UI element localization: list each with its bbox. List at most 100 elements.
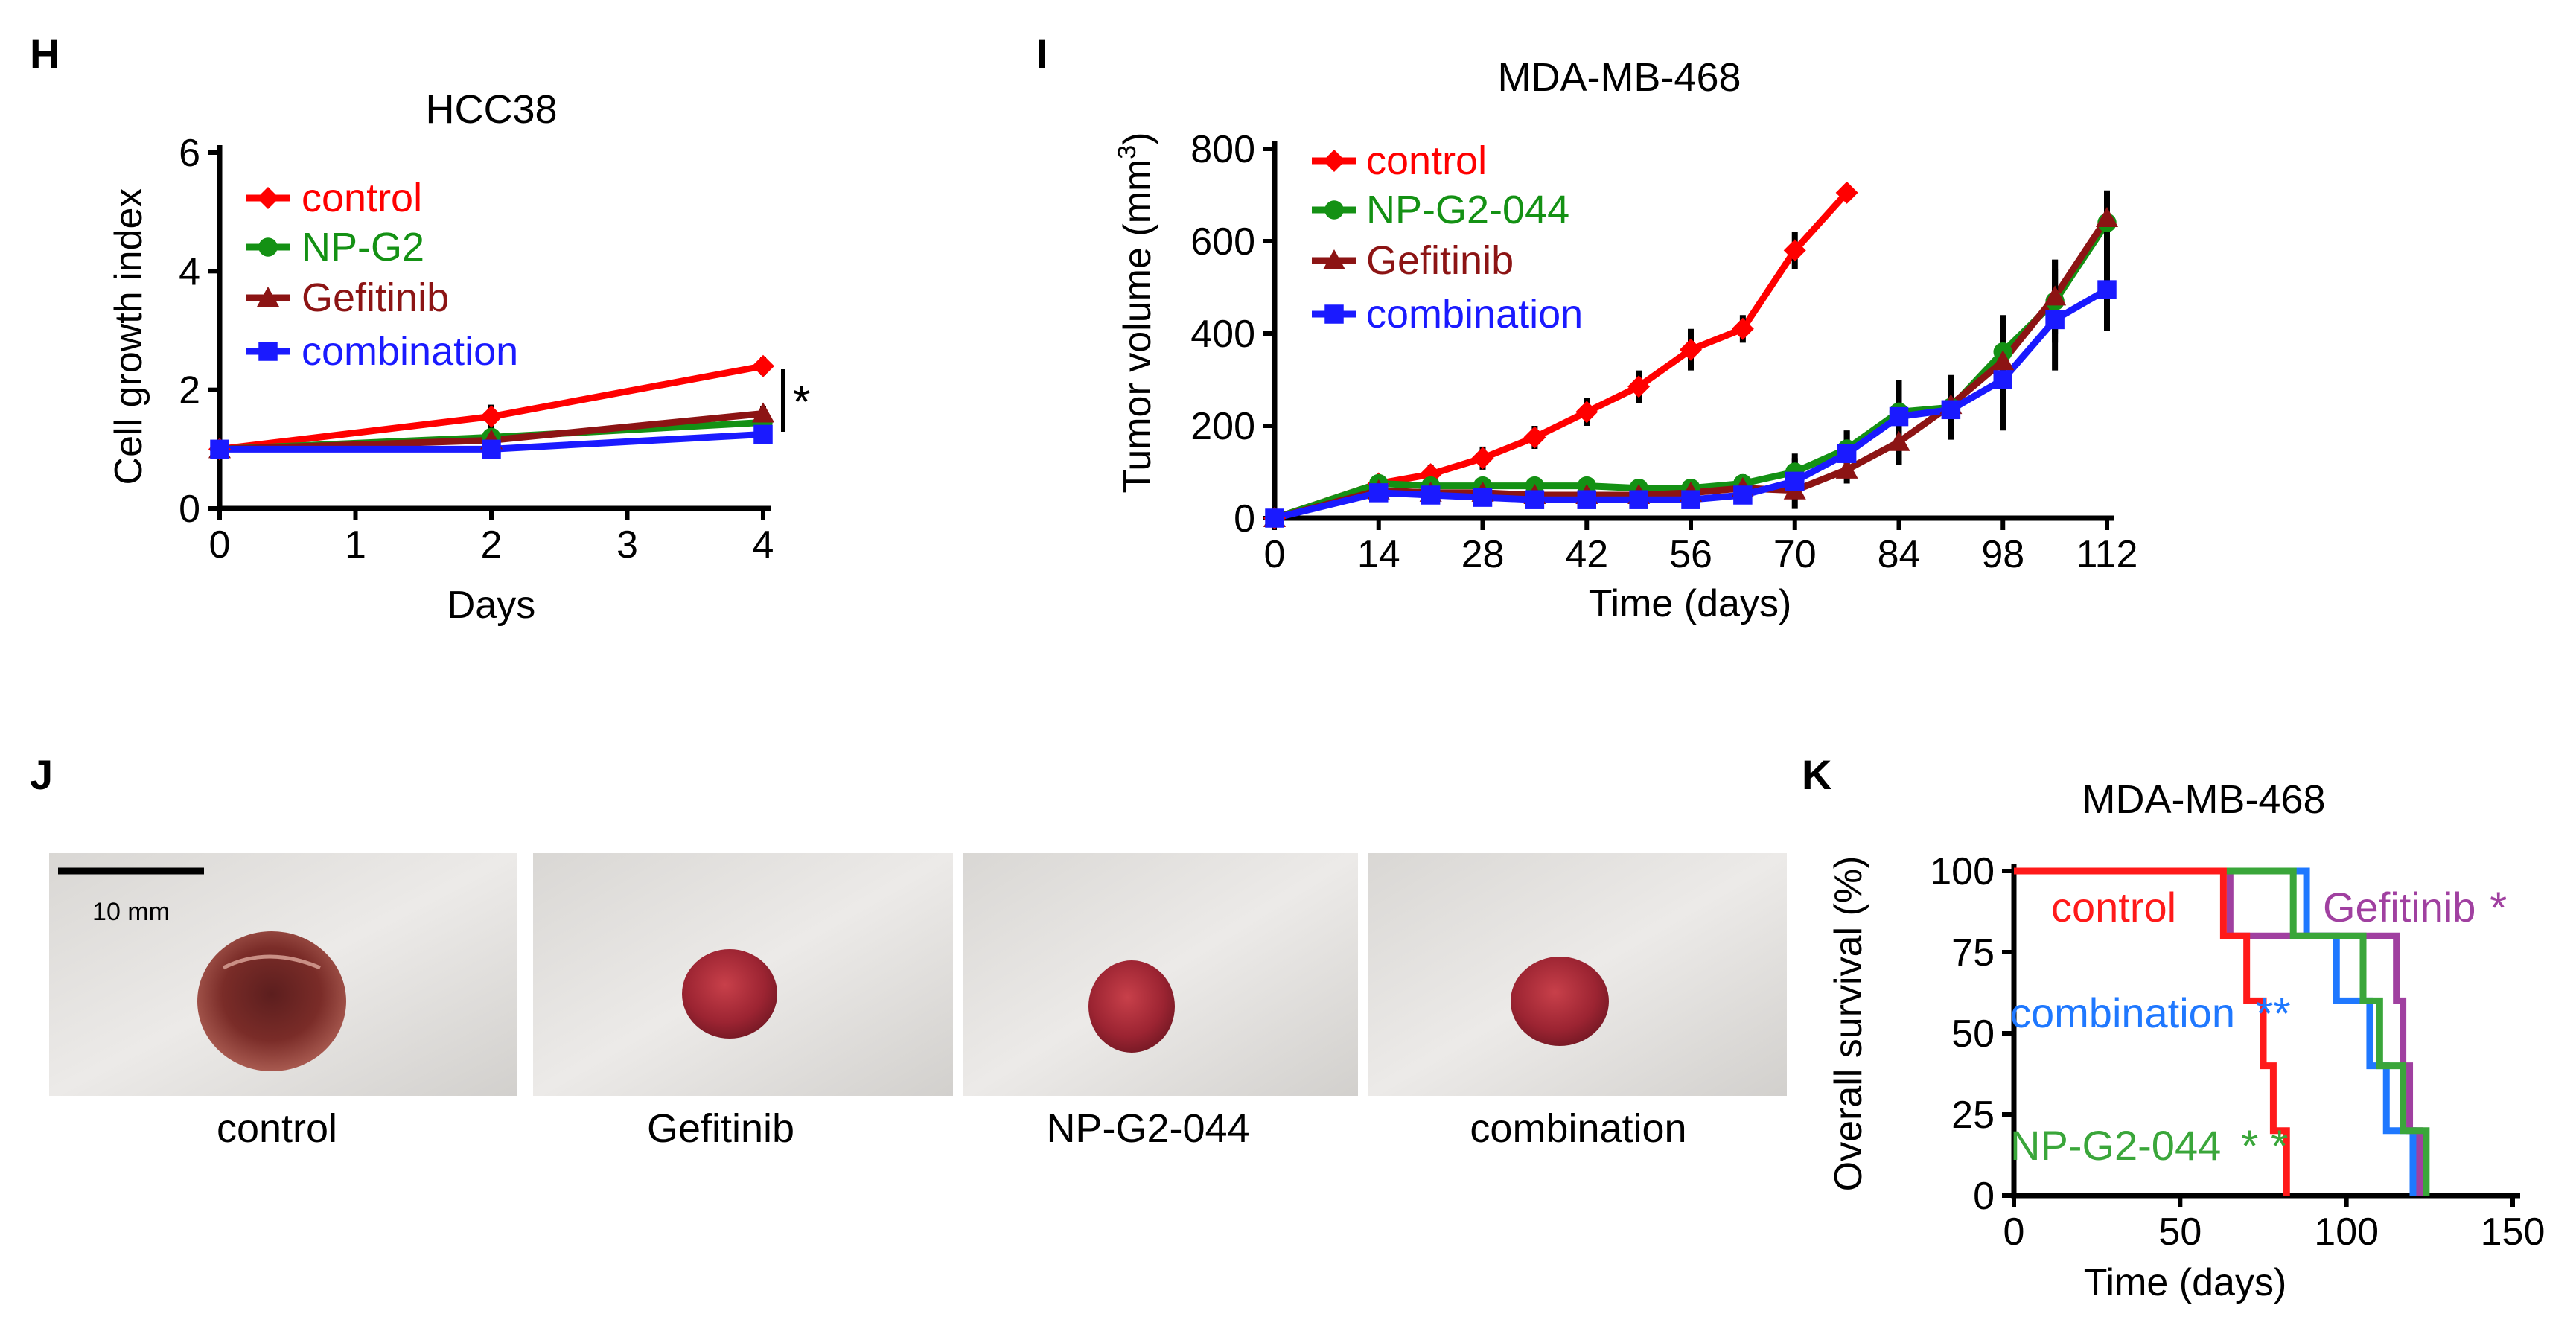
data-point-control xyxy=(1575,401,1598,424)
chart-i-xtick-label: 112 xyxy=(2076,533,2138,576)
chart-h: HCC38 0 1 2 3 4 0 2 4 6 Days Cell growth index c… xyxy=(107,87,810,627)
data-point-combination xyxy=(753,424,773,444)
k-label-npg2044: NP-G2-044 xyxy=(2010,1122,2221,1169)
chart-k-xtick-label: 0 xyxy=(2003,1210,2025,1254)
chart-h-axes: 0 1 2 3 4 0 2 4 6 xyxy=(179,132,774,567)
survival-curve-NP-G2-044 xyxy=(2014,867,2430,1196)
chart-i-ylabel-main: Tumor volume (mm xyxy=(1116,159,1159,494)
chart-i-ytick-label: 0 xyxy=(1234,497,1255,540)
k-star-npg2044: * * xyxy=(2241,1121,2288,1171)
chart-i-xtick-label: 0 xyxy=(1264,533,1286,576)
chart-h-xtick-label: 3 xyxy=(616,523,638,567)
chart-i-ylabel-end: ) xyxy=(1116,132,1159,144)
photo-npg2044: NP-G2-044 xyxy=(963,853,1358,1151)
legend-entry-combination: combination xyxy=(246,329,518,374)
data-point-Gefitinib xyxy=(1992,350,2015,371)
data-point-control xyxy=(1471,447,1494,470)
legend-label-npg2044: NP-G2-044 xyxy=(1366,188,1569,232)
legend-label-gefitinib: Gefitinib xyxy=(1366,238,1514,283)
data-point-combination xyxy=(1785,471,1805,491)
data-point-control xyxy=(1523,426,1546,449)
data-point-control xyxy=(1835,181,1858,204)
data-point-control xyxy=(1783,239,1806,262)
chart-h-title: HCC38 xyxy=(425,87,557,132)
chart-h-xtick-label: 0 xyxy=(209,523,231,567)
chart-i-ytick-label: 400 xyxy=(1190,313,1255,356)
legend-label-gefitinib: Gefitinib xyxy=(302,275,449,320)
chart-i-ylabel: Tumor volume (mm3) xyxy=(1113,132,1159,493)
legend-entry-gefitinib: Gefitinib xyxy=(246,275,449,320)
chart-k-xtick-label: 50 xyxy=(2158,1210,2202,1254)
series-line-Gefitinib xyxy=(1273,216,2110,522)
data-point-combination xyxy=(1473,488,1493,507)
data-point-combination xyxy=(1889,406,1909,427)
chart-k-title: MDA-MB-468 xyxy=(2082,777,2325,822)
tumor-npg2044 xyxy=(1088,960,1175,1053)
chart-k-ytick-label: 50 xyxy=(1951,1012,1995,1056)
legend-label-combination: combination xyxy=(302,329,518,374)
legend-label-combination: combination xyxy=(1366,292,1583,336)
data-point-control xyxy=(480,405,503,428)
k-label-gefitinib: Gefitinib xyxy=(2323,884,2475,931)
chart-h-ytick-label: 6 xyxy=(179,132,200,175)
tumor-combination xyxy=(1511,957,1609,1046)
chart-i-xtick-label: 84 xyxy=(1878,533,1921,576)
photo-combination: combination xyxy=(1368,853,1787,1151)
chart-h-ytick-label: 4 xyxy=(179,250,200,293)
chart-k-xtick-label: 150 xyxy=(2481,1210,2545,1254)
legend-marker xyxy=(1324,304,1344,324)
chart-k-ytick-label: 0 xyxy=(1973,1175,1995,1218)
legend-marker xyxy=(1324,200,1344,220)
data-point-combination xyxy=(1525,490,1545,509)
legend-entry-control: control xyxy=(1312,138,1487,183)
photo-gefitinib: Gefitinib xyxy=(533,853,953,1151)
tumor-highlight xyxy=(222,954,321,970)
data-point-combination xyxy=(210,439,229,459)
legend-label-npg2: NP-G2 xyxy=(302,225,424,269)
chart-k-axes: 0 50 100 150 0 25 50 75 100 xyxy=(1930,850,2545,1254)
chart-i-xtick-label: 56 xyxy=(1669,533,1712,576)
data-point-combination xyxy=(1629,490,1648,509)
chart-i-ylabel-sup: 3 xyxy=(1113,145,1141,159)
chart-i-ytick-label: 600 xyxy=(1190,220,1255,264)
k-star-gefitinib: * xyxy=(2490,883,2507,933)
chart-i-legend: control NP-G2-044 Gefitinib combination xyxy=(1312,138,1583,336)
chart-k-series xyxy=(2014,867,2430,1196)
legend-marker xyxy=(1323,150,1345,172)
data-point-combination xyxy=(1577,490,1596,509)
chart-i-xtick-label: 14 xyxy=(1357,533,1400,576)
chart-i: MDA-MB-468 0 14 28 42 56 70 84 98 112 0 200 400 600 8… xyxy=(1113,55,2137,625)
chart-h-legend: control NP-G2 Gefitinib combination xyxy=(246,176,518,374)
chart-i-series xyxy=(1263,181,2118,529)
chart-k-ylabel: Overall survival (%) xyxy=(1827,856,1870,1192)
chart-i-xlabel: Time (days) xyxy=(1589,582,1792,625)
survival-curve-control xyxy=(2014,867,2290,1196)
data-point-combination xyxy=(1265,508,1284,528)
chart-k-xtick-label: 100 xyxy=(2314,1210,2379,1254)
chart-h-ytick-label: 0 xyxy=(179,488,200,531)
photo-label-npg2044: NP-G2-044 xyxy=(1046,1106,1249,1151)
k-label-control: control xyxy=(2051,884,2176,931)
chart-h-xtick-label: 2 xyxy=(481,523,503,567)
data-point-combination xyxy=(1837,444,1857,463)
chart-i-xtick-label: 42 xyxy=(1565,533,1608,576)
legend-entry-npg2044: NP-G2-044 xyxy=(1312,188,1569,232)
data-point-combination xyxy=(1681,490,1700,509)
chart-k-ytick-label: 100 xyxy=(1930,850,1995,893)
chart-i-xtick-label: 28 xyxy=(1461,533,1505,576)
chart-k-ytick-label: 75 xyxy=(1951,931,1995,974)
data-point-control xyxy=(1731,317,1754,340)
chart-h-xlabel: Days xyxy=(447,584,535,627)
series-line-combination xyxy=(1273,287,2109,522)
chart-i-title: MDA-MB-468 xyxy=(1497,55,1741,100)
data-point-Gefitinib xyxy=(1887,430,1910,451)
legend-marker xyxy=(258,237,278,257)
legend-entry-npg2: NP-G2 xyxy=(246,225,424,269)
data-point-combination xyxy=(1369,483,1389,502)
data-point-Gefitinib xyxy=(2044,285,2067,306)
photo-label-control: control xyxy=(217,1106,337,1151)
chart-i-xtick-label: 70 xyxy=(1773,533,1817,576)
chart-i-xtick-label: 98 xyxy=(1981,533,2024,576)
panel-letter-i: I xyxy=(1036,31,1048,77)
